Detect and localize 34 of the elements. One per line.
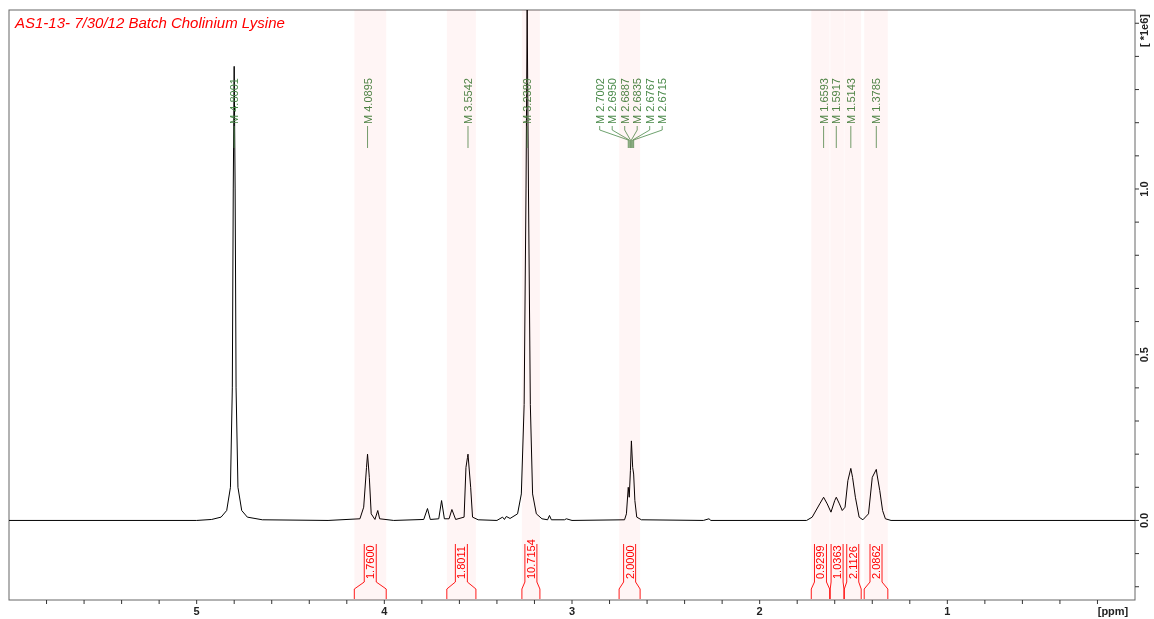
- line-series: [9, 10, 1135, 521]
- annotation: M 2.6950: [606, 78, 619, 124]
- band-label: 0.9299: [814, 545, 827, 579]
- y-tick-label: 0.0: [1138, 512, 1150, 529]
- band-label: 1.0363: [831, 545, 844, 579]
- x-tick-label: 5: [193, 605, 200, 617]
- annotation: M 4.8001: [228, 78, 241, 124]
- x-axis-title: [ppm]: [1097, 605, 1129, 617]
- annotation: M 2.6715: [656, 78, 669, 124]
- annotation: M 4.0895: [361, 78, 374, 124]
- annotation: M 1.5143: [844, 78, 857, 124]
- x-tick-label: 1: [944, 605, 951, 617]
- annotation: M 2.7002: [593, 78, 606, 124]
- band-label: 1.8011: [455, 546, 468, 579]
- y-tick-label: 1.0: [1138, 181, 1150, 197]
- annotation: M 1.6593: [817, 78, 830, 124]
- band-label: 2.0000: [623, 545, 636, 579]
- x-tick-label: 3: [568, 605, 576, 617]
- band-label: 2.0862: [870, 545, 883, 579]
- annotation: M 2.6887: [618, 78, 631, 124]
- annotation: M 3.5542: [462, 78, 474, 124]
- annotation: M 3.2389: [521, 78, 534, 124]
- band-label: 10.7154: [524, 539, 537, 579]
- chart-title: AS1-13- 7/30/12 Batch Cholinium Lysine: [14, 14, 285, 31]
- annotation: M 1.5917: [830, 78, 843, 124]
- y-tick-label: 0.5: [1138, 347, 1150, 363]
- band-label: 1.7600: [364, 545, 377, 579]
- band-label: 2.1126: [846, 546, 859, 579]
- annotation: M 2.6835: [631, 78, 644, 124]
- y-axis-title: [ *1e6]: [1138, 13, 1150, 48]
- x-tick-label: 4: [381, 605, 389, 617]
- annotation: M 1.3785: [870, 78, 883, 124]
- x-tick-label: 2: [756, 605, 763, 617]
- annotation: M 2.6767: [643, 78, 656, 124]
